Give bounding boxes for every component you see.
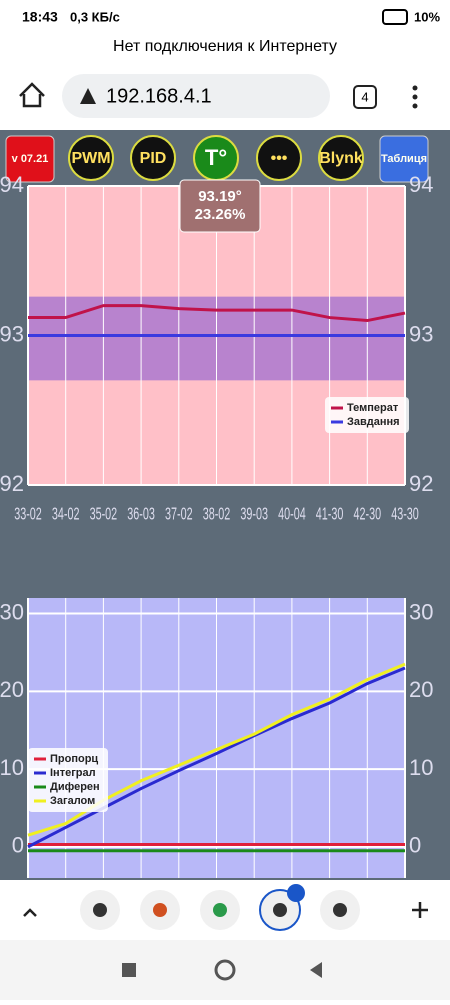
tab-favicons xyxy=(93,903,347,917)
nav-button[interactable] xyxy=(130,135,176,181)
address-bar[interactable] xyxy=(62,74,330,118)
nav-button-label: PWM xyxy=(71,150,110,167)
nav-button[interactable] xyxy=(68,135,114,181)
legend-label: Температ xyxy=(347,402,399,414)
x-tick-label: 38-02 xyxy=(203,505,231,524)
y-tick-label: 93 xyxy=(0,321,24,346)
nav-button-label: Blynk xyxy=(319,150,363,167)
nav-button-label: Таблиця xyxy=(381,153,427,165)
legend-box xyxy=(28,748,108,812)
net-speed: 0,3 КБ/с xyxy=(70,9,120,24)
nav-back[interactable] xyxy=(310,962,322,978)
nav-home[interactable] xyxy=(214,959,236,981)
time: 18:43 xyxy=(22,9,58,25)
y-tick-label-right: 30 xyxy=(409,599,433,624)
nav-button[interactable] xyxy=(5,135,55,183)
nav-button-label: T° xyxy=(205,145,227,170)
x-tick-label: 36-03 xyxy=(127,505,155,524)
y-tick-label: 92 xyxy=(0,471,24,496)
y-tick-label-right: 10 xyxy=(409,755,433,780)
y-tick-label-right: 94 xyxy=(409,172,433,197)
y-tick-label: 94 xyxy=(0,172,24,197)
toolbar-up[interactable] xyxy=(23,908,37,917)
series-line xyxy=(28,304,406,323)
y-tick-label-right: 93 xyxy=(409,321,433,346)
y-tick-label-right: 0 xyxy=(409,833,421,858)
series-line xyxy=(27,666,406,849)
nav-bar xyxy=(0,940,450,1000)
close-tab[interactable] xyxy=(287,884,305,902)
y-tick-label: 20 xyxy=(0,677,24,702)
warning-icon xyxy=(80,88,96,104)
nav-button[interactable] xyxy=(256,135,302,181)
readout-box xyxy=(179,179,261,233)
nav-button-label: v 07.21 xyxy=(12,153,49,165)
nav-button-label: ••• xyxy=(271,150,288,167)
x-tick-label: 34-02 xyxy=(52,505,80,524)
x-tick-label: 43-30 xyxy=(391,505,419,524)
x-tick-label: 39-03 xyxy=(240,505,268,524)
y-tick-label: 30 xyxy=(0,599,24,624)
y-tick-label: 10 xyxy=(0,755,24,780)
new-tab[interactable] xyxy=(412,902,428,918)
x-tick-label: 42-30 xyxy=(353,505,381,524)
x-tick-label: 37-02 xyxy=(165,505,193,524)
nav-button-label: PID xyxy=(140,150,167,167)
offline-notice: Нет подключения к Интернету xyxy=(113,38,337,55)
url: 192.168.4.1 xyxy=(106,85,212,107)
y-tick-label-right: 20 xyxy=(409,677,433,702)
nav-button[interactable] xyxy=(379,135,429,183)
nav-recent[interactable] xyxy=(122,963,136,977)
x-tick-label: 35-02 xyxy=(90,505,118,524)
y-tick-label-right: 92 xyxy=(409,471,433,496)
x-tick-label: 33-02 xyxy=(14,505,42,524)
battery-icon xyxy=(382,9,408,25)
y-tick-label: 0 xyxy=(12,833,24,858)
battery: 10% xyxy=(414,9,440,24)
legend-label: Інтеграл xyxy=(50,767,96,779)
x-tick-label: 40-04 xyxy=(278,505,306,524)
legend-label: Загалом xyxy=(50,795,95,807)
legend-label: Завдання xyxy=(347,416,400,428)
readout-temperature: 93.19° xyxy=(198,188,242,205)
nav-button[interactable] xyxy=(318,135,364,181)
x-tick-label: 41-30 xyxy=(316,505,344,524)
home-button[interactable] xyxy=(19,82,45,108)
readout-percent: 23.26% xyxy=(195,206,246,223)
legend-label: Диферен xyxy=(50,781,100,793)
menu-button[interactable] xyxy=(412,85,418,109)
tabs-button[interactable] xyxy=(353,85,377,109)
legend-box xyxy=(325,397,409,433)
tab-count: 4 xyxy=(361,89,368,104)
legend-label: Пропорц xyxy=(50,753,98,765)
